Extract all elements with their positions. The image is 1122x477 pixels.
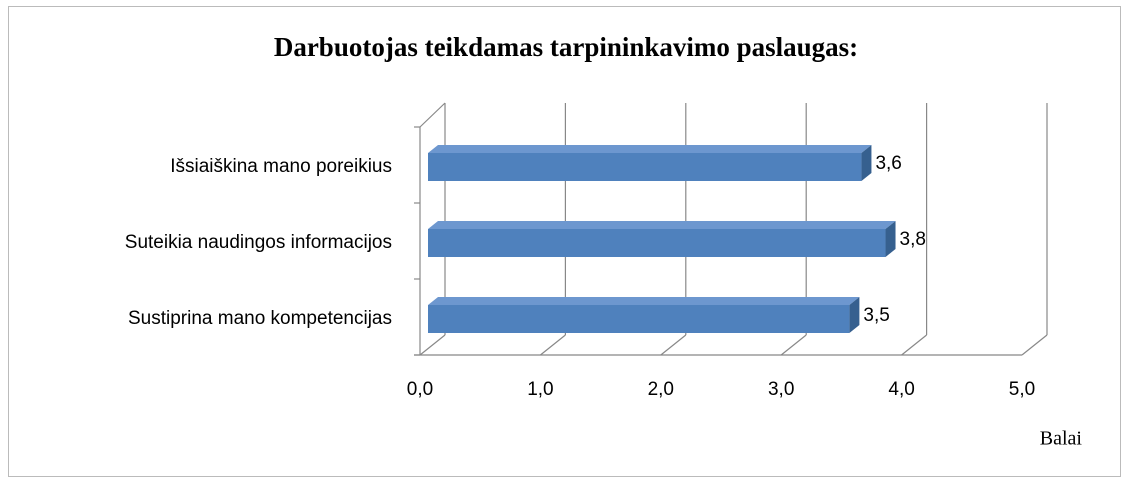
category-label: Sustiprina mano kompetencijas [128, 308, 392, 329]
grid-floor [419, 334, 446, 356]
category-label: Išsiaiškina mano poreikius [170, 156, 392, 177]
grid-floor [901, 334, 927, 356]
bar-side [861, 145, 872, 181]
bar-top [428, 297, 860, 305]
value-label: 3,5 [863, 305, 889, 326]
x-axis-title: Balai [1040, 428, 1083, 450]
bar-side [885, 221, 896, 257]
x-tick-label: 5,0 [1009, 379, 1035, 400]
grid-floor [1021, 334, 1048, 356]
x-tick-label: 1,0 [527, 379, 553, 400]
x-tick-label: 3,0 [768, 379, 794, 400]
bar [428, 305, 850, 333]
bar-side [849, 297, 860, 333]
bar-top [428, 145, 872, 153]
category-label: Suteikia naudingos informacijos [125, 232, 392, 253]
x-tick-label: 2,0 [648, 379, 674, 400]
value-label: 3,6 [875, 153, 901, 174]
bar [428, 229, 886, 257]
chart-title: Darbuotojas teikdamas tarpininkavimo pas… [274, 32, 858, 62]
grid-floor [660, 334, 687, 356]
grid-floor [780, 334, 807, 356]
wall-edge [419, 102, 446, 128]
value-label: 3,8 [900, 229, 926, 250]
x-tick-label: 0,0 [407, 379, 433, 400]
bar [428, 153, 862, 181]
bar-top [428, 221, 896, 229]
x-tick-label: 4,0 [888, 379, 914, 400]
grid-floor [540, 334, 566, 356]
